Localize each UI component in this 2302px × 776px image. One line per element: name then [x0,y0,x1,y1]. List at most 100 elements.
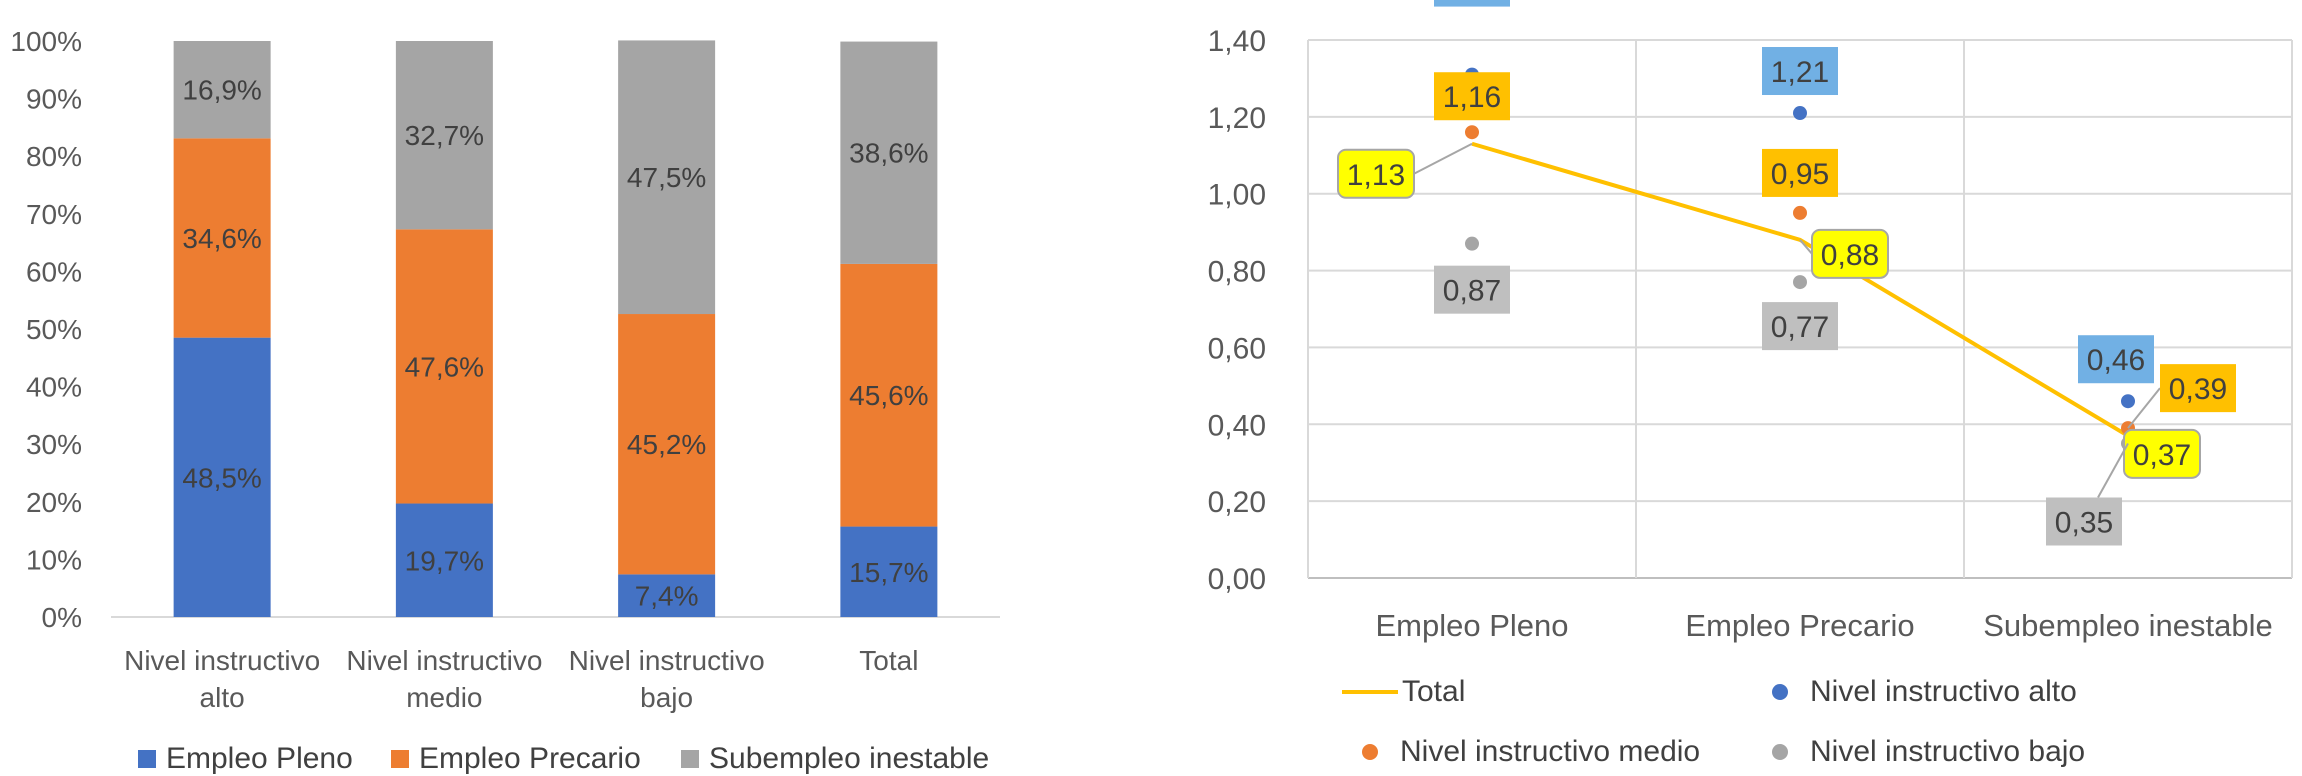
legend-label: Nivel instructivo medio [1400,735,1701,768]
data-point [1465,236,1479,251]
bar-segment [840,41,938,264]
x-tick-label: Empleo Pleno [1375,608,1568,643]
data-point [1465,125,1479,140]
x-tick-label: Nivel instructivo [124,645,320,676]
y-tick-label: 1,20 [1208,102,1266,135]
data-label: 32,7% [405,120,484,151]
data-label: 0,77 [1771,311,1829,344]
data-label: 0,46 [2087,344,2145,377]
data-point [1793,275,1807,290]
bar-segment [395,41,493,230]
data-label-box [1434,72,1510,121]
y-tick-label: 1,40 [1208,25,1266,58]
legend-item-nivel-medio: Nivel instructivo medio [1362,735,1700,769]
data-label: 45,6% [849,380,928,411]
x-tick-label: bajo [640,682,693,713]
data-label: 7,4% [635,581,699,612]
data-label-box [1434,265,1510,314]
data-label-box [2078,335,2154,384]
y-tick-label: 0,20 [1208,486,1266,519]
x-tick-label: Empleo Precario [1685,608,1914,643]
bar-segment [840,263,938,527]
bar-segment [840,526,938,617]
data-label-box [1762,148,1838,197]
data-label: 15,7% [849,557,928,588]
leader-line [1799,239,1813,255]
data-label: 1,13 [1347,159,1405,192]
data-label: 0,35 [2055,507,2113,540]
bar-segment [618,40,716,315]
legend-marker [1772,684,1788,700]
data-label-box [2046,497,2122,546]
data-label: 34,6% [182,223,261,254]
data-label-box [1811,228,1889,279]
data-label: 0,39 [2169,373,2227,406]
data-point [2121,394,2135,409]
legend-swatch [681,750,699,768]
legend-swatch [138,750,156,768]
y-tick-label: 50% [26,314,82,345]
data-label: 0,88 [1821,239,1879,272]
y-tick-label: 20% [26,487,82,518]
x-tick-label: Total [859,645,918,676]
data-label: 47,5% [627,162,706,193]
legend-item-empleo-pleno: Empleo Pleno [138,742,353,776]
data-label-box [1434,0,1510,7]
legend-item-empleo-precario: Empleo Precario [391,742,641,776]
data-label: 45,2% [627,429,706,460]
stacked-bar-chart: 0% 10% 20% 30% 40% 50% 60% 70% 80% 90% 100% 48,5% 34… [10,26,1000,713]
bar-segment [173,337,271,617]
data-label: 19,7% [405,545,484,576]
data-label-box [2160,364,2236,413]
y-tick-label: 0,00 [1208,563,1266,596]
y-tick-label: 100% [10,26,82,57]
y-tick-label: 0% [42,602,82,633]
bar-segment [395,229,493,504]
leader-line [1413,142,1473,175]
legend-marker [1362,744,1378,760]
data-label: 1,21 [1771,56,1829,89]
data-point [1793,106,1807,121]
y-tick-label: 60% [26,256,82,287]
legend-label: Nivel instructivo bajo [1810,735,2086,768]
y-tick-label: 90% [26,84,82,115]
data-label: 38,6% [849,138,928,169]
y-tick-label: 10% [26,544,82,575]
x-tick-label: medio [406,682,482,713]
data-label-box [2123,428,2201,479]
data-label: 1,16 [1443,81,1501,114]
y-tick-label: 0,60 [1208,332,1266,365]
y-tick-label: 30% [26,429,82,460]
bar-segment [395,503,493,617]
data-label: 47,6% [405,351,484,382]
legend-marker [1772,744,1788,760]
x-tick-label: Nivel instructivo [569,645,765,676]
x-tick-label: Nivel instructivo [346,645,542,676]
y-tick-label: 1,00 [1208,179,1266,212]
x-tick-label: alto [200,682,245,713]
data-label-box [1337,148,1415,199]
data-label: 0,95 [1771,158,1829,191]
legend-item-nivel-alto: Nivel instructivo alto [1772,675,2077,709]
bar-segment [618,574,716,617]
legend-item-total: Total [1342,675,1465,709]
data-label: 48,5% [182,462,261,493]
legend-line-swatch [1342,690,1398,694]
legend-label: Empleo Pleno [166,742,353,775]
line-chart: 0,00 0,20 0,40 0,60 0,80 1,00 1,20 1,40 Empleo P… [1208,0,2293,643]
legend-item-nivel-bajo: Nivel instructivo bajo [1772,735,2085,769]
y-tick-label: 70% [26,199,82,230]
data-point [1793,205,1807,220]
legend-item-subempleo-inestable: Subempleo inestable [681,742,989,776]
x-tick-label: Subempleo inestable [1983,608,2273,643]
data-label: 0,37 [2133,439,2191,472]
leader-line [2097,443,2129,498]
y-tick-label: 0,80 [1208,256,1266,289]
bar-segment [618,314,716,575]
data-label-box [1762,47,1838,96]
data-label: 0,87 [1443,275,1501,308]
legend-label: Subempleo inestable [709,742,990,775]
data-label: 1,31 [1443,0,1501,1]
y-tick-label: 80% [26,141,82,172]
